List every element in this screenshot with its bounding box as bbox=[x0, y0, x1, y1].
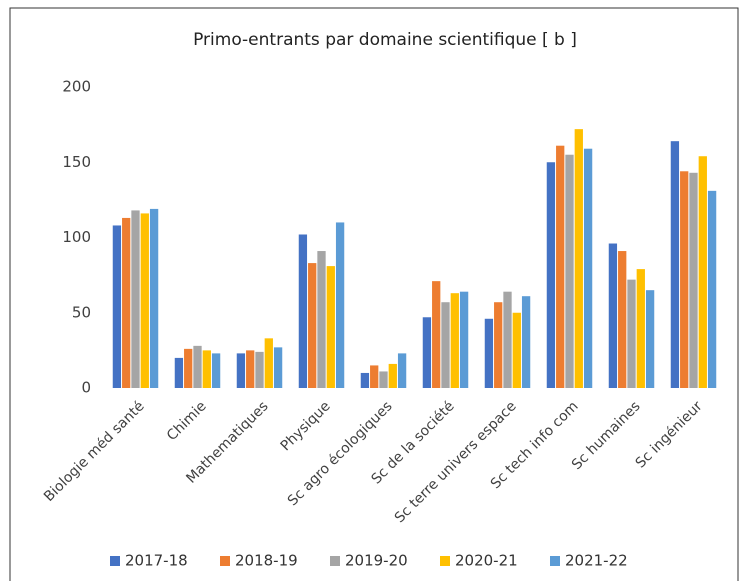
bar bbox=[459, 291, 469, 388]
x-tick-label: Sc terre univers espace bbox=[392, 398, 520, 526]
bar bbox=[193, 345, 202, 388]
x-tick-label: Biologie méd santé bbox=[41, 398, 148, 505]
bar bbox=[174, 357, 184, 388]
bar bbox=[521, 296, 531, 388]
bar bbox=[112, 225, 122, 388]
bar bbox=[246, 350, 255, 388]
bar bbox=[484, 318, 494, 388]
x-tick-label: Sc ingénieur bbox=[633, 398, 706, 471]
bar bbox=[211, 353, 221, 388]
bar bbox=[397, 353, 407, 388]
bar bbox=[131, 210, 140, 388]
bar bbox=[273, 347, 283, 388]
bar bbox=[335, 222, 345, 388]
bar bbox=[264, 338, 273, 388]
y-tick-label: 50 bbox=[72, 303, 91, 321]
bar bbox=[689, 172, 698, 388]
bar bbox=[298, 234, 308, 388]
bar bbox=[441, 302, 450, 388]
bar bbox=[255, 351, 264, 388]
bar bbox=[202, 350, 211, 388]
bar bbox=[608, 243, 618, 388]
legend-label: 2020-21 bbox=[455, 552, 518, 570]
chart-frame bbox=[9, 7, 739, 581]
bar bbox=[450, 293, 459, 388]
legend-swatch bbox=[110, 556, 120, 566]
x-tick-label: Sc agro écologiques bbox=[285, 398, 396, 509]
legend-label: 2021-22 bbox=[565, 552, 628, 570]
bar bbox=[360, 372, 370, 388]
bar bbox=[698, 156, 707, 388]
bar bbox=[583, 148, 593, 388]
bar bbox=[432, 281, 441, 388]
legend-swatch bbox=[440, 556, 450, 566]
bar bbox=[670, 141, 680, 388]
bar bbox=[149, 208, 159, 388]
bar bbox=[636, 269, 645, 388]
bar bbox=[317, 251, 326, 388]
bar bbox=[627, 279, 636, 388]
bar bbox=[379, 371, 388, 388]
bar bbox=[422, 317, 432, 388]
bar bbox=[707, 190, 717, 388]
legend-label: 2017-18 bbox=[125, 552, 188, 570]
x-tick-label: Physique bbox=[278, 398, 334, 454]
x-tick-label: Chimie bbox=[164, 398, 210, 444]
legend-swatch bbox=[220, 556, 230, 566]
bar bbox=[618, 251, 627, 388]
bar bbox=[122, 217, 131, 388]
bar bbox=[388, 363, 397, 388]
bar bbox=[546, 162, 556, 388]
bar bbox=[565, 154, 574, 388]
bar bbox=[184, 348, 193, 388]
bar bbox=[556, 145, 565, 388]
bar bbox=[645, 290, 655, 388]
bar bbox=[370, 365, 379, 388]
bar bbox=[326, 266, 335, 388]
bar bbox=[574, 129, 583, 388]
bar bbox=[140, 213, 149, 388]
legend-label: 2018-19 bbox=[235, 552, 298, 570]
y-tick-label: 100 bbox=[62, 228, 91, 246]
legend-swatch bbox=[550, 556, 560, 566]
bar bbox=[512, 312, 521, 388]
bar bbox=[503, 291, 512, 388]
legend-swatch bbox=[330, 556, 340, 566]
bar bbox=[680, 171, 689, 388]
y-tick-label: 200 bbox=[62, 78, 91, 96]
y-tick-label: 0 bbox=[81, 379, 91, 397]
chart-title: Primo-entrants par domaine scientifique … bbox=[193, 30, 577, 50]
y-tick-label: 150 bbox=[62, 153, 91, 171]
bar bbox=[236, 353, 246, 388]
bar bbox=[494, 302, 503, 388]
legend-label: 2019-20 bbox=[345, 552, 408, 570]
bar bbox=[308, 263, 317, 388]
